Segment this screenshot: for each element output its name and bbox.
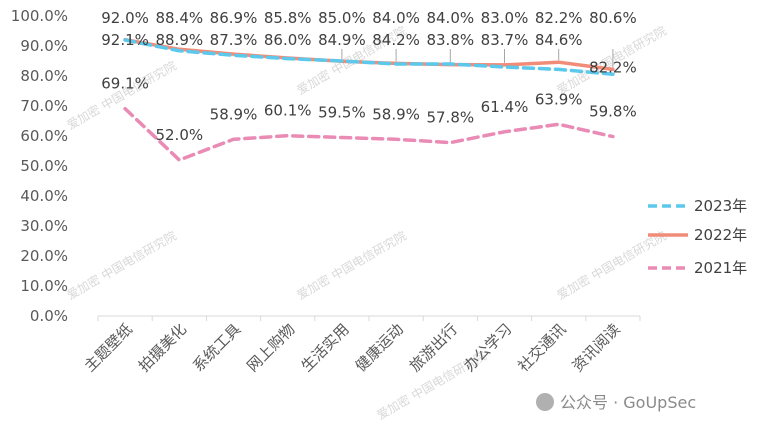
y-tick-label: 70.0%	[20, 97, 68, 115]
legend-label: 2022年	[694, 226, 747, 244]
data-label-2023: 84.0%	[372, 9, 420, 27]
x-tick-label: 拍摄美化	[135, 320, 190, 375]
data-label-2021: 59.8%	[589, 103, 637, 121]
data-label-2022: 84.9%	[318, 31, 366, 49]
x-tick-label: 生活实用	[298, 320, 353, 375]
x-tick-label: 健康运动	[352, 320, 407, 375]
y-axis: 0.0% 10.0% 20.0% 30.0% 40.0% 50.0% 60.0% 70.0% 8…	[11, 7, 68, 325]
x-tick-label: 主题壁纸	[81, 320, 136, 375]
data-label-2022: 88.9%	[155, 31, 203, 49]
watermark-text: 爱加密 中国电信研究院	[554, 228, 669, 303]
series-layer	[123, 37, 615, 162]
y-tick-label: 0.0%	[30, 307, 68, 325]
x-tick-label: 网上购物	[243, 320, 298, 375]
y-tick-label: 90.0%	[20, 37, 68, 55]
x-tick-label: 社交通讯	[514, 320, 569, 375]
data-label-2022: 92.1%	[101, 31, 149, 49]
data-label-2022: 83.7%	[481, 31, 529, 49]
data-label-2023: 85.0%	[318, 9, 366, 27]
x-tick-label: 资讯阅读	[569, 320, 624, 375]
data-label-2023: 80.6%	[589, 9, 637, 27]
watermark-text: 爱加密 中国电信研究院	[294, 228, 409, 303]
data-label-2021: 58.9%	[372, 105, 420, 123]
data-label-2021: 69.1%	[101, 75, 149, 93]
data-label-2023: 84.0%	[426, 9, 474, 27]
data-label-2023: 86.9%	[210, 9, 258, 27]
watermark-text: 爱加密 中国电信研究院	[64, 228, 179, 303]
y-tick-label: 80.0%	[20, 67, 68, 85]
brand-watermark: 公众号 · GoUpSec	[536, 393, 696, 412]
data-label-2021: 52.0%	[155, 126, 203, 144]
series-line-2023年	[123, 38, 615, 76]
watermark-text: 爱加密 中国电信研究院	[64, 58, 179, 133]
legend: 2023年 2022年 2021年	[648, 197, 747, 277]
legend-label: 2023年	[694, 197, 747, 215]
data-label-2022: 84.6%	[535, 31, 583, 49]
data-label-2022: 86.0%	[264, 31, 312, 49]
y-tick-label: 20.0%	[20, 247, 68, 265]
y-tick-label: 100.0%	[11, 7, 68, 25]
data-label-2021: 61.4%	[481, 98, 529, 116]
data-label-2023: 88.4%	[155, 9, 203, 27]
data-label-2022: 87.3%	[210, 31, 258, 49]
y-tick-label: 50.0%	[20, 157, 68, 175]
x-tick-label: 办公学习	[460, 320, 515, 375]
y-tick-label: 60.0%	[20, 127, 68, 145]
data-label-2023: 83.0%	[481, 9, 529, 27]
data-label-2021: 58.9%	[210, 105, 258, 123]
y-tick-label: 30.0%	[20, 217, 68, 235]
data-label-2023: 92.0%	[101, 9, 149, 27]
data-label-2023: 85.8%	[264, 9, 312, 27]
data-label-2021: 59.5%	[318, 104, 366, 122]
y-tick-label: 40.0%	[20, 187, 68, 205]
data-label-2022: 83.8%	[426, 31, 474, 49]
data-label-2023: 82.2%	[535, 9, 583, 27]
y-tick-label: 10.0%	[20, 277, 68, 295]
x-tick-label: 系统工具	[189, 320, 244, 375]
series-line-2021年	[123, 106, 615, 162]
data-label-2021: 57.8%	[426, 109, 474, 127]
data-label-2021: 60.1%	[264, 102, 312, 120]
brand-text: 公众号 · GoUpSec	[560, 393, 696, 412]
x-axis: 主题壁纸 拍摄美化 系统工具 网上购物 生活实用 健康运动 旅游出行 办公学习 社交通讯 资讯阅读	[81, 315, 641, 375]
data-label-2021: 63.9%	[535, 90, 583, 108]
data-label-2022: 84.2%	[372, 31, 420, 49]
legend-label: 2021年	[694, 259, 747, 277]
data-label-layer: 92.0% 88.4% 86.9% 85.8% 85.0% 84.0% 84.0% 83.0%…	[101, 9, 636, 144]
wechat-icon	[536, 393, 554, 411]
